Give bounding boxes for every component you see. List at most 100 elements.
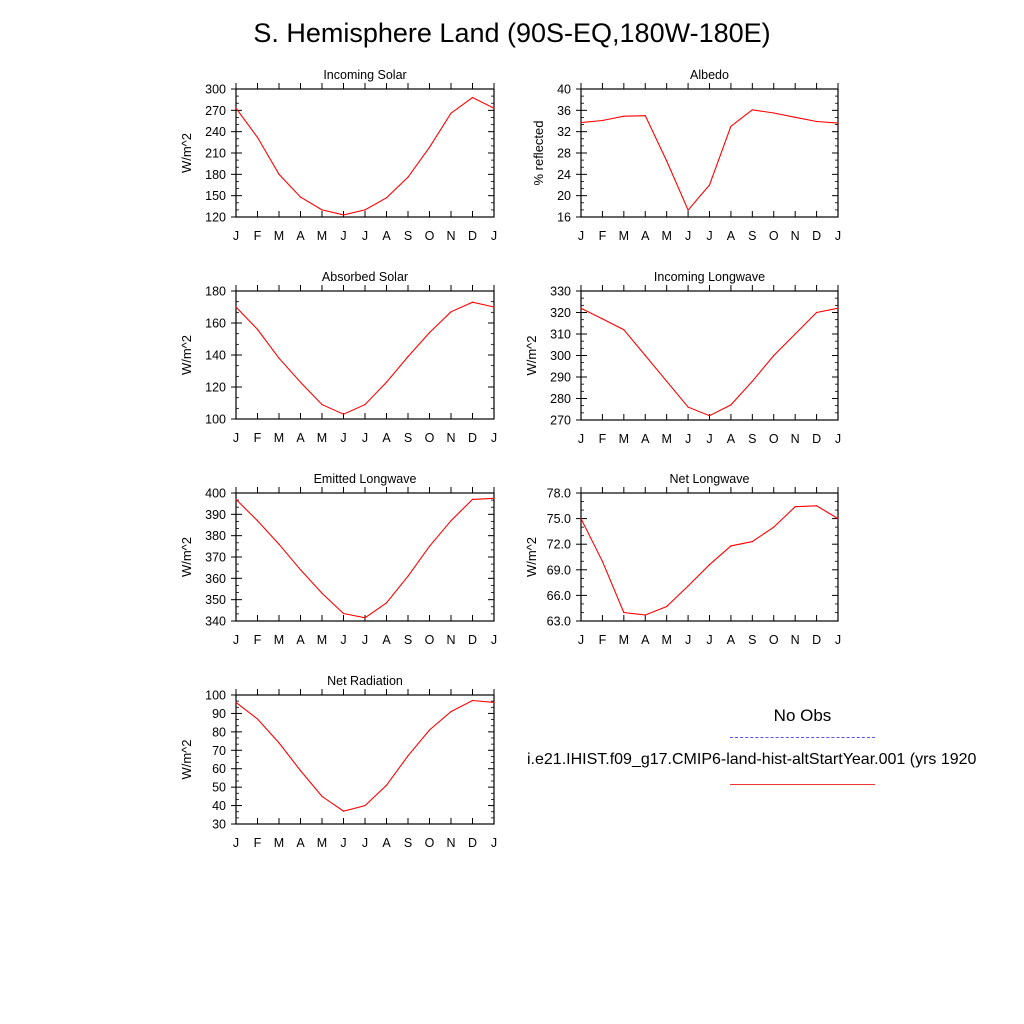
panel-7-data-point — [342, 810, 345, 812]
panel-2-xtick-label: J — [685, 229, 691, 243]
panel-2-data-point — [580, 122, 582, 124]
panel-4-data-point — [730, 404, 732, 406]
panel-4-data-point — [623, 329, 625, 331]
panel-4-xtick-label: F — [599, 432, 607, 446]
panel-4-data-point — [837, 307, 839, 309]
panel-3-title: Absorbed Solar — [322, 270, 408, 284]
panel-1-title: Incoming Solar — [323, 68, 406, 82]
panel-4-ytick-label: 330 — [550, 285, 571, 299]
panel-7-ytick-label: 30 — [212, 818, 226, 832]
panel-3-ytick-label: 100 — [205, 413, 226, 427]
panel-2-series-line — [580, 109, 839, 212]
figure-title: S. Hemisphere Land (90S-EQ,180W-180E) — [253, 18, 771, 48]
panel-7-ytick-label: 90 — [212, 707, 226, 721]
panel-3-data-point — [342, 413, 345, 415]
panel-1-data-point — [364, 209, 366, 211]
panel-6-title: Net Longwave — [670, 472, 750, 486]
panel-5-data-point — [278, 543, 280, 545]
panel-7-data-point — [407, 755, 409, 757]
panel-4-title: Incoming Longwave — [654, 270, 765, 284]
panel-2-data-point — [644, 115, 646, 117]
panel-2-data-point — [730, 125, 732, 127]
panel-4-xtick-label: M — [661, 432, 671, 446]
panel-4-xtick-label: A — [727, 432, 736, 446]
panel-2-xtick-label: S — [748, 229, 756, 243]
panel-6-data-point — [837, 518, 839, 520]
panel-6-xtick-label: M — [661, 633, 671, 647]
panel-3-xtick-label: A — [296, 431, 305, 445]
panel-4-xtick-label: D — [812, 432, 821, 446]
panel-4-xtick-label: A — [641, 432, 650, 446]
panel-5-xtick-label: J — [340, 633, 346, 647]
panel-6-data-point — [623, 611, 625, 614]
panel-2-ytick-label: 28 — [557, 147, 571, 161]
panel-4-data-point — [687, 406, 689, 408]
panel-3-data-point — [428, 332, 431, 334]
panel-7-ytick-label: 60 — [212, 762, 226, 776]
panel-7-data-point — [256, 718, 259, 720]
panel-6-xtick-label: J — [835, 633, 841, 647]
panel-2-xtick-label: M — [661, 229, 671, 243]
panel-7-xtick-label: J — [233, 836, 239, 850]
panel-7-xtick-label: J — [491, 836, 497, 850]
panel-5-data-point — [407, 575, 409, 577]
panel-5-ytick-label: 360 — [205, 572, 226, 586]
panel-6-series-line — [580, 505, 839, 616]
panel-3-xtick-label: S — [404, 431, 412, 445]
panel-7-ylabel: W/m^2 — [179, 739, 194, 779]
panel-4-ytick-label: 290 — [550, 371, 571, 385]
panel-1-series-line — [235, 96, 495, 216]
panel-6-xtick-label: A — [727, 633, 736, 647]
panel-7-ytick-label: 70 — [212, 744, 226, 758]
panel-5-data-point — [364, 617, 366, 619]
panel-1-xtick-label: D — [468, 229, 477, 243]
panel-6-ytick-label: 69.0 — [547, 563, 571, 577]
panel-5-xtick-label: J — [362, 633, 368, 647]
panel-5-xtick-label: D — [468, 633, 477, 647]
panel-4-data-point — [580, 307, 582, 309]
panel-6-data-point — [773, 526, 775, 528]
panel-4-ytick-label: 270 — [550, 414, 571, 428]
panel-6-data-point — [666, 605, 668, 608]
panel-5-ytick-label: 400 — [205, 487, 226, 501]
panel-3-data-point — [407, 356, 409, 358]
panel-1-ytick-label: 150 — [205, 189, 226, 203]
panel-2-data-point — [815, 120, 818, 123]
panel-1-xtick-label: J — [340, 229, 346, 243]
panel-5-data-point — [299, 569, 302, 571]
panel-2-xtick-label: D — [812, 229, 821, 243]
panel-1-data-point — [299, 196, 302, 198]
panel-1-ytick-label: 300 — [205, 83, 226, 97]
panel-1-xtick-label: J — [491, 229, 497, 243]
panel-1-xtick-label: J — [362, 229, 368, 243]
panel-4-series-line — [580, 307, 839, 417]
panel-7-xtick-label: M — [274, 836, 284, 850]
panel-3-xtick-label: D — [468, 431, 477, 445]
panel-3-data-point — [278, 357, 280, 359]
panel-2-title: Albedo — [690, 68, 729, 82]
panel-3-ytick-label: 180 — [205, 285, 226, 299]
panel-7-xtick-label: D — [468, 836, 477, 850]
panel-6-data-point — [687, 585, 689, 587]
panel-5-xtick-label: A — [296, 633, 305, 647]
panel-2-data-point — [708, 184, 711, 186]
panel-1-ytick-label: 270 — [205, 104, 226, 118]
panel-1-ytick-label: 120 — [205, 211, 226, 225]
panel-3-xtick-label: F — [254, 431, 262, 445]
panel-1-xtick-label: M — [317, 229, 327, 243]
panel-7-xtick-label: J — [362, 836, 368, 850]
panel-5-ytick-label: 370 — [205, 551, 226, 565]
panel-1-data-point — [321, 209, 323, 211]
panel-2-xtick-label: N — [791, 229, 800, 243]
panel-2-frame — [580, 88, 839, 218]
panel-5-xtick-label: O — [425, 633, 435, 647]
panel-6-data-point — [580, 518, 582, 520]
panel-2-data-point — [837, 122, 839, 124]
panel-6-xtick-label: J — [578, 633, 584, 647]
panel-7-xtick-label: A — [296, 836, 305, 850]
panel-7-ytick-label: 40 — [212, 799, 226, 813]
panel-1-xtick-label: N — [446, 229, 455, 243]
panel-2-data-point — [666, 160, 668, 162]
panel-1-ytick-label: 210 — [205, 147, 226, 161]
panel-7-ytick-label: 50 — [212, 781, 226, 795]
